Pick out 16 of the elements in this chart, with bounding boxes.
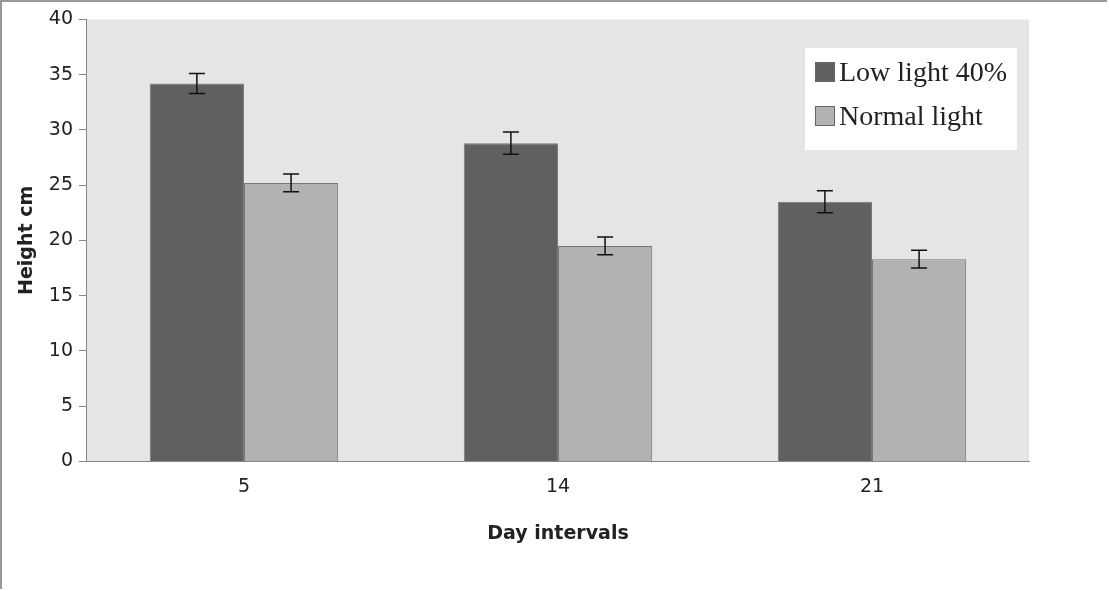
y-axis-title: Height cm: [14, 185, 37, 295]
y-tick-label: 10: [48, 337, 73, 360]
y-tick-label: 30: [48, 116, 73, 139]
y-tick-label: 35: [48, 61, 73, 84]
x-tick-label: 5: [237, 473, 251, 496]
legend-label: Low light 40%: [839, 56, 1007, 88]
legend-label: Normal light: [839, 100, 983, 132]
y-tick-label: 40: [48, 6, 73, 29]
y-tick-label: 15: [48, 282, 73, 305]
y-tick-label: 20: [48, 227, 73, 250]
x-axis-title: Day intervals: [487, 520, 629, 543]
x-tick-label: 21: [859, 473, 885, 496]
y-tick-label: 25: [48, 172, 73, 195]
y-tick-label: 0: [60, 448, 73, 471]
y-tick-label: 5: [60, 393, 73, 416]
x-tick-label: 14: [545, 473, 571, 496]
